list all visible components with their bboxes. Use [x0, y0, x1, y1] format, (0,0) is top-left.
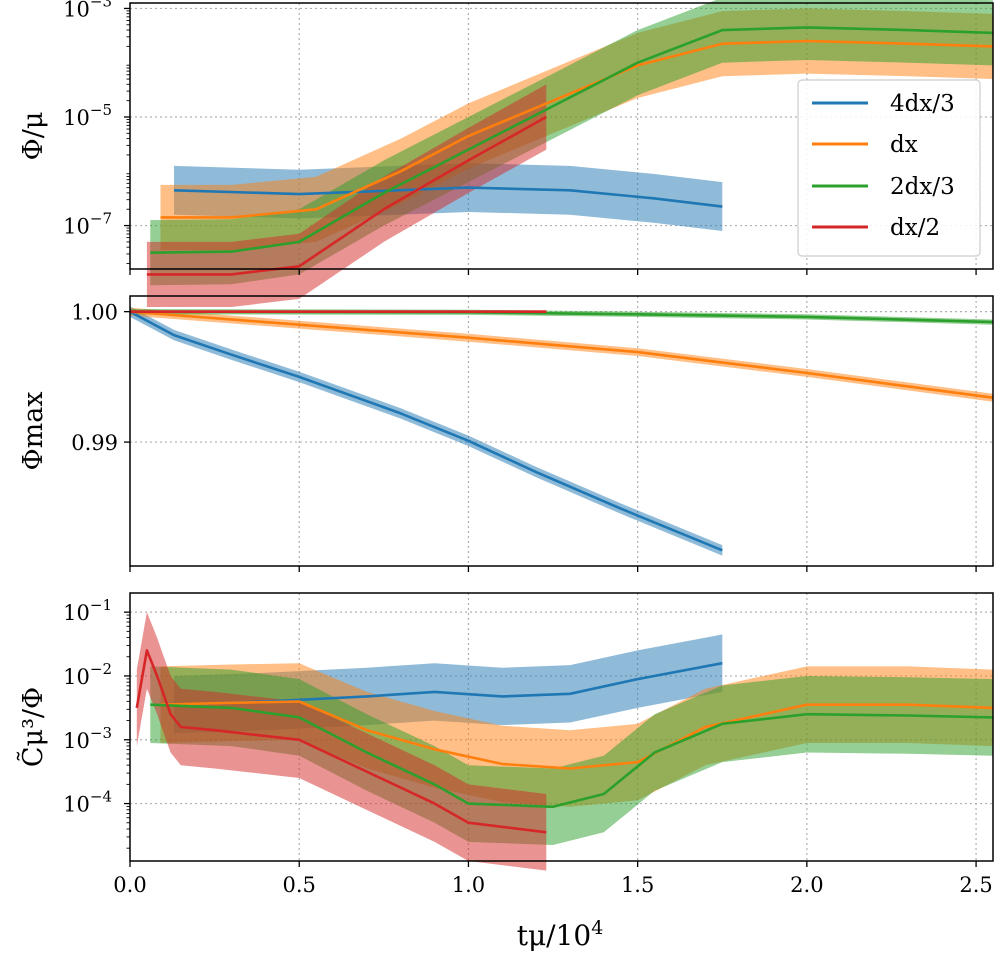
line-dx-2 — [135, 649, 547, 834]
legend-label-dx2: dx/2 — [890, 215, 940, 241]
axes-frame-top — [129, 2, 994, 270]
xticks-panel-middle — [129, 566, 977, 572]
lines-panel-top — [146, 26, 994, 276]
y-tick-label-base: 10 — [63, 665, 90, 689]
band-dx — [130, 307, 993, 402]
x-tick-label: 0.5 — [283, 873, 316, 897]
xlabel-t-mu: tμ/104 — [517, 917, 604, 952]
x-tick-label: 2.5 — [959, 873, 992, 897]
legend-item-dx2: dx/2 — [812, 215, 940, 241]
legend-label-2dx3: 2dx/3 — [890, 174, 955, 200]
y-tick-label-exponent: −1 — [90, 596, 112, 614]
legend-box — [797, 79, 981, 257]
grid-panel-middle — [130, 296, 993, 566]
y-tick-label-base: 10 — [63, 793, 90, 817]
ylabel-phi-max-text: Φmax — [18, 391, 49, 470]
line-2dx-3 — [150, 703, 994, 809]
y-tick-label: 10−2 — [63, 660, 112, 689]
axes-frame-middle — [129, 295, 994, 567]
y-tick-label: 10−7 — [63, 210, 112, 239]
y-tick-label-base: 10 — [63, 106, 90, 130]
bands-panel-middle — [130, 306, 993, 556]
x-tick-label: 0.0 — [113, 873, 146, 897]
y-tick-label-base: 10 — [63, 0, 90, 21]
y-tick-label-exponent: −4 — [90, 788, 112, 806]
xlabel-exponent: 4 — [591, 917, 603, 939]
y-tick-label-exponent: −7 — [90, 210, 112, 228]
y-tick-label: 10−5 — [63, 101, 112, 130]
axes-frame-bottom — [129, 592, 994, 862]
line-4dx-3 — [129, 310, 723, 552]
y-tick-label-base: 10 — [63, 215, 90, 239]
line-2dx-3 — [150, 26, 994, 254]
y-tick-label-base: 0.99 — [71, 431, 118, 455]
y-tick-label-exponent: −3 — [90, 0, 112, 10]
y-tick-label: 10−3 — [63, 0, 112, 21]
line-dx — [160, 39, 994, 219]
line-dx — [160, 700, 994, 770]
line-dx — [129, 310, 994, 399]
panel-c-mu3-over-phi: 10−110−210−310−4 0.0 0.5 1.0 1.5 2.0 2.5 C̃μ³… — [16, 592, 994, 952]
y-tick-label-base: 10 — [63, 601, 90, 625]
y-tick-label: 10−1 — [63, 596, 112, 625]
yticks-panel-middle: 1.00 0.99 — [71, 301, 130, 455]
panel-phi-over-mu: 10−310−510−7 Φ/μ 4dx/3 dx 2dx/3 dx/2 — [18, 0, 994, 308]
xticks-panel-bottom: 0.0 0.5 1.0 1.5 2.0 2.5 — [113, 861, 993, 897]
x-tick-label: 1.0 — [452, 873, 485, 897]
band-dx-2 — [146, 84, 547, 308]
lines-panel-bottom — [135, 649, 994, 834]
band-4dx-3 — [130, 306, 723, 556]
y-tick-label-exponent: −5 — [90, 101, 112, 119]
y-tick-label-base: 1.00 — [71, 301, 118, 325]
legend-label-dx: dx — [890, 132, 918, 158]
legend-item-2dx3: 2dx/3 — [812, 174, 955, 200]
bands-panel-bottom — [136, 612, 994, 871]
xlabel-text: tμ/10 — [517, 919, 592, 952]
y-tick-label-exponent: −2 — [90, 660, 112, 678]
legend-label-4dx3: 4dx/3 — [890, 91, 955, 117]
legend: 4dx/3 dx 2dx/3 dx/2 — [797, 79, 981, 257]
y-tick-label: 1.00 — [71, 301, 118, 325]
band-dx-2 — [136, 612, 547, 871]
lines-panel-middle — [129, 310, 994, 552]
y-tick-label-exponent: −3 — [90, 724, 112, 742]
y-tick-label: 0.99 — [71, 431, 118, 455]
legend-item-4dx3: 4dx/3 — [812, 91, 955, 117]
xticks-panel-top — [129, 269, 977, 275]
y-tick-label-base: 10 — [63, 729, 90, 753]
line-dx-2 — [146, 115, 547, 276]
x-tick-label: 2.0 — [790, 873, 823, 897]
yticks-panel-bottom: 10−110−210−310−4 — [63, 596, 130, 849]
line-4dx-3 — [173, 186, 723, 208]
x-tick-label: 1.5 — [621, 873, 654, 897]
y-tick-label: 10−3 — [63, 724, 112, 753]
panel-phi-max: 1.00 0.99 Φmax — [18, 295, 994, 572]
legend-item-dx: dx — [812, 132, 918, 158]
bands-panel-top — [146, 0, 993, 308]
yticks-panel-top: 10−310−510−7 — [63, 0, 130, 264]
ylabel-phi-over-mu: Φ/μ — [18, 112, 49, 161]
y-tick-label: 10−4 — [63, 788, 112, 817]
ylabel-phi-max: Φmax — [18, 391, 49, 470]
ylabel-c-mu3-over-phi: C̃μ³/Φ — [16, 687, 49, 767]
